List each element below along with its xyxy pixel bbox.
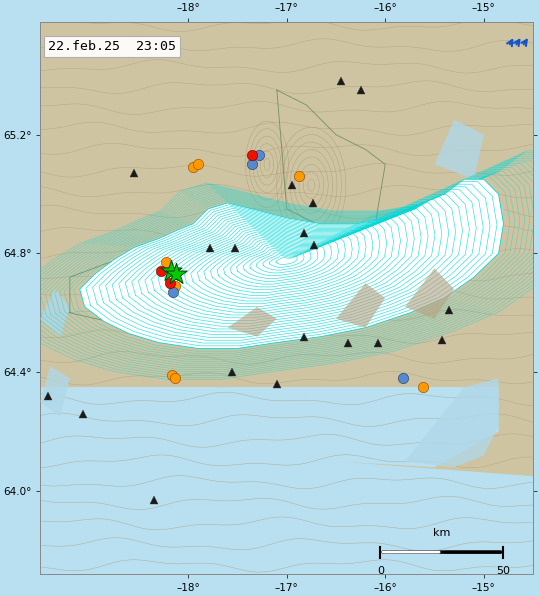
Polygon shape [336, 283, 385, 328]
Point [248, 151, 256, 160]
Point [167, 266, 176, 276]
Text: km: km [433, 528, 450, 538]
Text: 0: 0 [377, 566, 384, 576]
Text: 50: 50 [496, 566, 510, 576]
Text: 22.feb.25  23:05: 22.feb.25 23:05 [48, 40, 176, 53]
Point [171, 374, 180, 383]
Polygon shape [227, 307, 277, 337]
Polygon shape [405, 268, 454, 319]
Polygon shape [40, 367, 70, 417]
Point [171, 281, 180, 291]
Point [169, 287, 178, 297]
Point [162, 257, 171, 267]
Point [248, 160, 256, 169]
Point [399, 374, 407, 383]
Polygon shape [40, 289, 70, 337]
Point [194, 160, 202, 169]
Point [255, 151, 264, 160]
Point [189, 163, 198, 172]
Point [156, 266, 165, 276]
Polygon shape [405, 378, 498, 467]
Point [418, 382, 427, 392]
Polygon shape [435, 120, 484, 179]
Point [166, 278, 175, 288]
Polygon shape [80, 179, 503, 349]
Polygon shape [40, 387, 533, 574]
Point [172, 269, 180, 279]
Polygon shape [464, 200, 503, 253]
Point [294, 172, 303, 181]
Point [168, 371, 177, 380]
